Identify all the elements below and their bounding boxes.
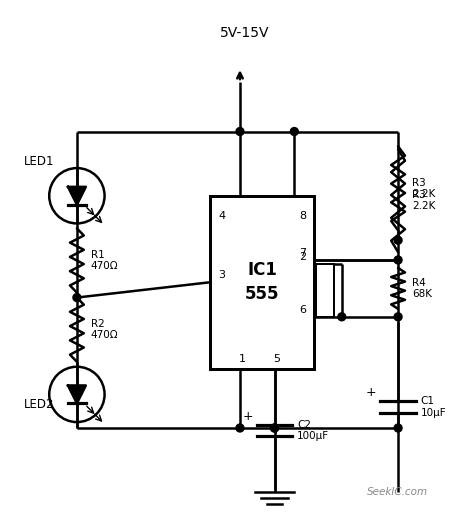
Circle shape (73, 294, 81, 302)
Text: R3
2.2K: R3 2.2K (412, 177, 435, 199)
Text: 8: 8 (299, 211, 306, 222)
Circle shape (271, 424, 279, 432)
Text: 4: 4 (218, 211, 225, 222)
Circle shape (394, 424, 402, 432)
FancyBboxPatch shape (316, 265, 334, 317)
Text: 6: 6 (299, 305, 306, 315)
Text: R2
470Ω: R2 470Ω (91, 319, 118, 340)
Circle shape (394, 313, 402, 321)
Circle shape (271, 424, 279, 432)
Circle shape (236, 424, 244, 432)
Polygon shape (68, 386, 86, 403)
Text: +: + (242, 409, 253, 422)
Text: C1
10μF: C1 10μF (421, 396, 447, 418)
Text: +: + (366, 386, 376, 399)
Text: 2: 2 (299, 252, 306, 263)
Text: LED2: LED2 (24, 398, 55, 411)
Text: R3
2.2K: R3 2.2K (412, 190, 435, 212)
Text: 7: 7 (299, 248, 306, 258)
Text: 5V-15V: 5V-15V (220, 25, 270, 39)
FancyBboxPatch shape (210, 196, 314, 368)
Text: C2
100μF: C2 100μF (297, 420, 329, 441)
Text: 3: 3 (218, 270, 225, 280)
Circle shape (291, 128, 298, 135)
Text: 5: 5 (273, 354, 280, 364)
Circle shape (394, 256, 402, 264)
Circle shape (338, 313, 346, 321)
Text: LED1: LED1 (24, 155, 55, 168)
Polygon shape (68, 187, 86, 204)
Text: IC1
555: IC1 555 (245, 262, 280, 303)
Text: R1
470Ω: R1 470Ω (91, 250, 118, 271)
Circle shape (394, 236, 402, 244)
Text: 1: 1 (238, 354, 246, 364)
Text: R4
68K: R4 68K (412, 278, 432, 299)
Text: SeekIC.com: SeekIC.com (366, 487, 428, 497)
Circle shape (236, 128, 244, 135)
